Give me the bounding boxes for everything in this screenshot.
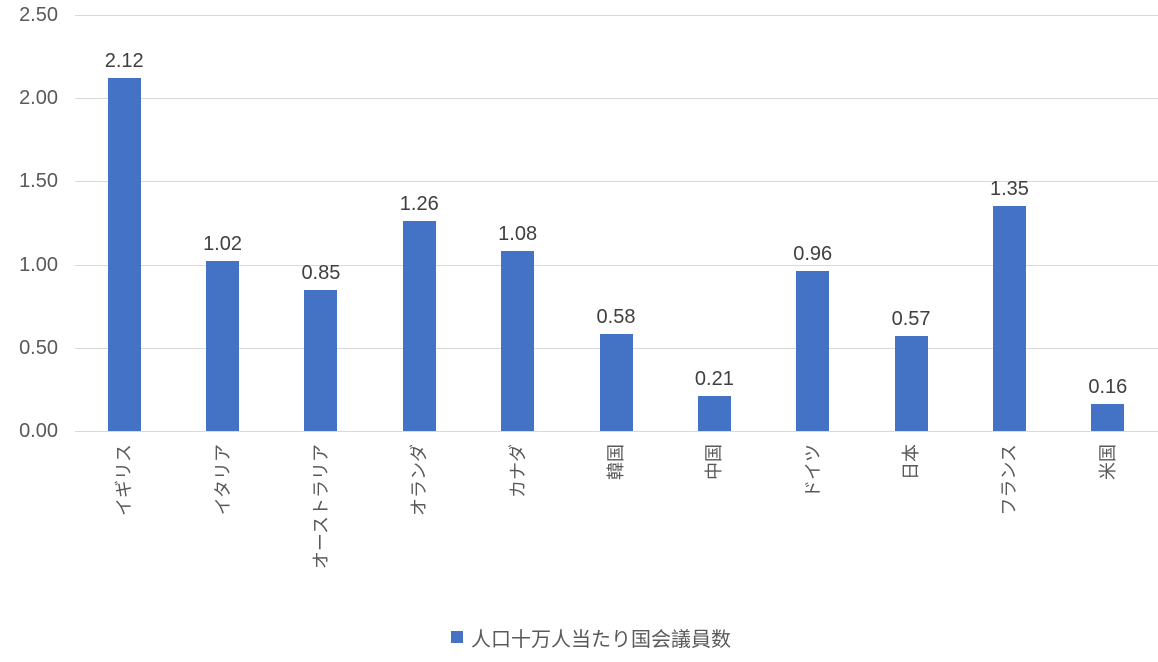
category-label-韓国: 韓国 xyxy=(606,444,626,480)
data-label-イタリア: 1.02 xyxy=(203,233,242,256)
legend-label: 人口十万人当たり国会議員数 xyxy=(471,628,731,651)
y-axis-tick-label: 1.50 xyxy=(19,170,58,193)
data-label-フランス: 1.35 xyxy=(989,178,1029,201)
y-axis-tick-label: 1.00 xyxy=(19,253,58,276)
gridline xyxy=(75,264,1158,266)
bar-カナダ[interactable] xyxy=(501,251,535,431)
bar-ドイツ[interactable] xyxy=(796,271,830,431)
data-label-オランダ: 1.26 xyxy=(399,193,439,216)
category-label-フランス: フランス xyxy=(999,444,1020,516)
bar-中国[interactable] xyxy=(697,396,731,431)
gridline xyxy=(75,181,1158,183)
category-label-カナダ: カナダ xyxy=(507,444,528,498)
bar-フランス[interactable] xyxy=(992,206,1026,431)
y-axis-tick-label: 0.00 xyxy=(19,420,58,442)
gridline xyxy=(75,431,1158,432)
category-label-オランダ: オランダ xyxy=(409,444,430,516)
data-label-ドイツ: 0.96 xyxy=(793,243,833,266)
bar-オランダ[interactable] xyxy=(402,221,436,431)
data-label-カナダ: 1.08 xyxy=(498,223,538,246)
bar-日本[interactable] xyxy=(894,336,928,431)
category-label-ドイツ: ドイツ xyxy=(802,444,823,498)
y-axis-tick-label: 0.50 xyxy=(19,336,58,359)
bar-イギリス[interactable] xyxy=(107,78,141,431)
bar-米国[interactable] xyxy=(1091,404,1125,431)
category-label-日本: 日本 xyxy=(901,444,922,480)
y-axis-tick-label: 2.50 xyxy=(19,4,58,26)
legend[interactable]: 人口十万人当たり国会議員数 xyxy=(0,624,1158,651)
gridline xyxy=(75,98,1158,100)
category-label-米国: 米国 xyxy=(1097,444,1118,480)
data-label-中国: 0.21 xyxy=(694,368,734,391)
data-label-オーストラリア: 0.85 xyxy=(301,261,341,284)
data-label-米国: 0.16 xyxy=(1088,376,1128,399)
data-label-韓国: 0.58 xyxy=(596,306,636,329)
bar-オーストラリア[interactable] xyxy=(304,289,338,431)
category-label-オーストラリア: オーストラリア xyxy=(310,444,331,570)
data-label-日本: 0.57 xyxy=(891,308,931,331)
data-label-イギリス: 2.12 xyxy=(104,50,144,73)
category-label-イタリア: イタリア xyxy=(212,444,233,516)
category-label-イギリス: イギリス xyxy=(114,444,135,516)
bar-イタリア[interactable] xyxy=(206,261,240,431)
bar-韓国[interactable] xyxy=(599,334,633,431)
legend-square-icon xyxy=(451,631,463,643)
gridline xyxy=(75,15,1158,16)
y-axis-tick-label: 2.00 xyxy=(19,87,58,110)
category-label-中国: 中国 xyxy=(704,444,725,480)
